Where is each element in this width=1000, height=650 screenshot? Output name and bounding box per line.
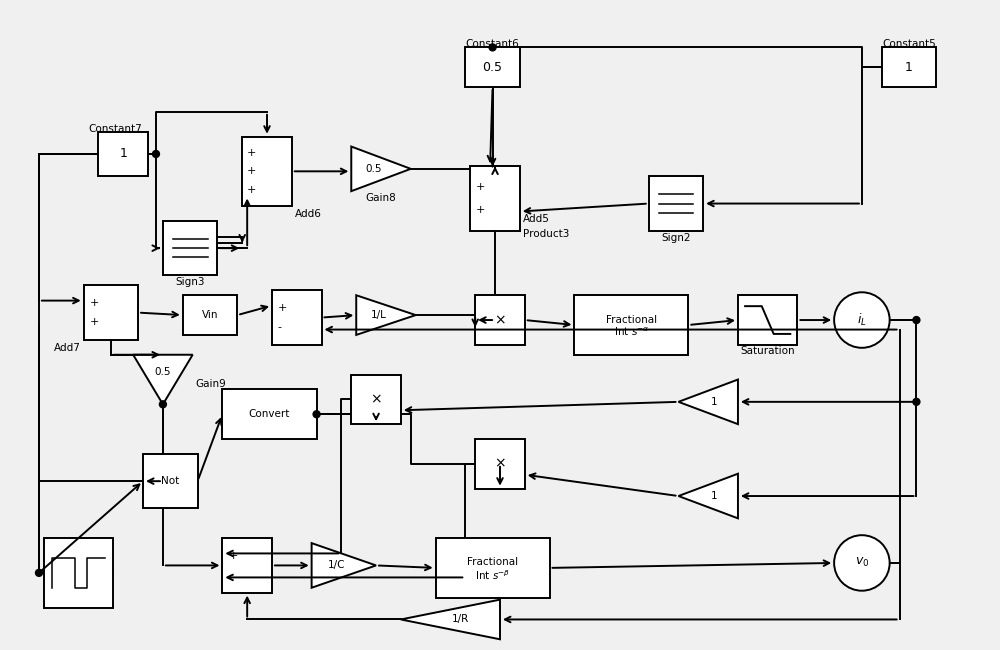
Text: 1: 1 bbox=[711, 491, 717, 501]
Text: +: + bbox=[90, 317, 99, 328]
Text: Int $s^{-\beta}$: Int $s^{-\beta}$ bbox=[475, 568, 510, 582]
Text: +: + bbox=[247, 148, 257, 157]
Text: Vin: Vin bbox=[202, 310, 218, 320]
Text: 1/R: 1/R bbox=[452, 614, 469, 625]
Bar bbox=[738, 295, 797, 345]
Text: Constant7: Constant7 bbox=[89, 124, 142, 134]
Circle shape bbox=[913, 398, 920, 406]
Text: Sign2: Sign2 bbox=[661, 233, 691, 242]
Bar bbox=[222, 389, 317, 439]
Text: $v_0$: $v_0$ bbox=[855, 556, 869, 569]
Bar bbox=[470, 166, 520, 231]
Bar bbox=[465, 47, 520, 87]
Text: 0.5: 0.5 bbox=[483, 60, 503, 73]
Bar bbox=[574, 295, 688, 355]
Text: ×: × bbox=[494, 457, 506, 471]
Text: +: + bbox=[476, 182, 486, 192]
Bar bbox=[84, 285, 138, 340]
Text: +: + bbox=[278, 303, 287, 313]
Text: Convert: Convert bbox=[249, 410, 290, 419]
Bar bbox=[475, 295, 525, 345]
Bar bbox=[475, 439, 525, 489]
Bar bbox=[183, 295, 237, 335]
Circle shape bbox=[834, 535, 890, 591]
Circle shape bbox=[152, 151, 159, 157]
Text: +: + bbox=[247, 166, 257, 176]
Text: Fractional: Fractional bbox=[467, 558, 518, 567]
Text: Add7: Add7 bbox=[54, 343, 81, 353]
Text: 1/L: 1/L bbox=[371, 310, 387, 320]
Bar bbox=[222, 538, 272, 593]
Text: ×: × bbox=[370, 393, 382, 406]
Circle shape bbox=[913, 317, 920, 324]
Text: -: - bbox=[278, 322, 282, 332]
Polygon shape bbox=[312, 543, 376, 588]
Text: Saturation: Saturation bbox=[740, 346, 795, 356]
Text: Add6: Add6 bbox=[295, 209, 322, 219]
Polygon shape bbox=[678, 474, 738, 518]
Text: Int $s^{-\alpha}$: Int $s^{-\alpha}$ bbox=[614, 326, 649, 338]
Bar bbox=[436, 538, 550, 597]
Bar bbox=[44, 538, 113, 608]
Polygon shape bbox=[356, 295, 416, 335]
Polygon shape bbox=[678, 380, 738, 424]
Text: 1: 1 bbox=[905, 60, 913, 73]
Bar bbox=[143, 454, 198, 508]
Text: Sign3: Sign3 bbox=[175, 278, 205, 287]
Text: 1/C: 1/C bbox=[327, 560, 345, 571]
Bar bbox=[98, 132, 148, 176]
Text: +: + bbox=[90, 298, 99, 308]
Text: Not: Not bbox=[161, 476, 179, 486]
Circle shape bbox=[36, 569, 42, 577]
Text: Gain9: Gain9 bbox=[196, 380, 226, 389]
Text: Constant5: Constant5 bbox=[882, 40, 936, 49]
Text: Fractional: Fractional bbox=[606, 315, 657, 324]
Text: +: + bbox=[247, 185, 257, 195]
Text: +: + bbox=[476, 205, 486, 215]
Polygon shape bbox=[133, 355, 193, 404]
Bar bbox=[351, 374, 401, 424]
Text: 1: 1 bbox=[711, 397, 717, 407]
Text: +: + bbox=[228, 551, 238, 560]
Bar bbox=[882, 47, 936, 87]
Text: Gain8: Gain8 bbox=[366, 193, 396, 203]
Circle shape bbox=[313, 411, 320, 418]
Circle shape bbox=[159, 401, 166, 408]
Text: $i_L$: $i_L$ bbox=[857, 312, 867, 328]
Circle shape bbox=[834, 292, 890, 348]
Bar bbox=[163, 221, 217, 276]
Polygon shape bbox=[351, 146, 411, 191]
Text: Add5: Add5 bbox=[523, 214, 550, 224]
Text: Product3: Product3 bbox=[523, 229, 569, 239]
Text: 0.5: 0.5 bbox=[366, 164, 382, 174]
Text: 0.5: 0.5 bbox=[155, 367, 171, 377]
Text: ×: × bbox=[494, 313, 506, 327]
Circle shape bbox=[489, 44, 496, 51]
Bar bbox=[242, 136, 292, 206]
Polygon shape bbox=[401, 600, 500, 640]
Bar bbox=[649, 176, 703, 231]
Text: -: - bbox=[228, 570, 232, 580]
Text: 1: 1 bbox=[119, 148, 127, 161]
Text: Constant6: Constant6 bbox=[466, 40, 519, 49]
Bar bbox=[272, 291, 322, 345]
